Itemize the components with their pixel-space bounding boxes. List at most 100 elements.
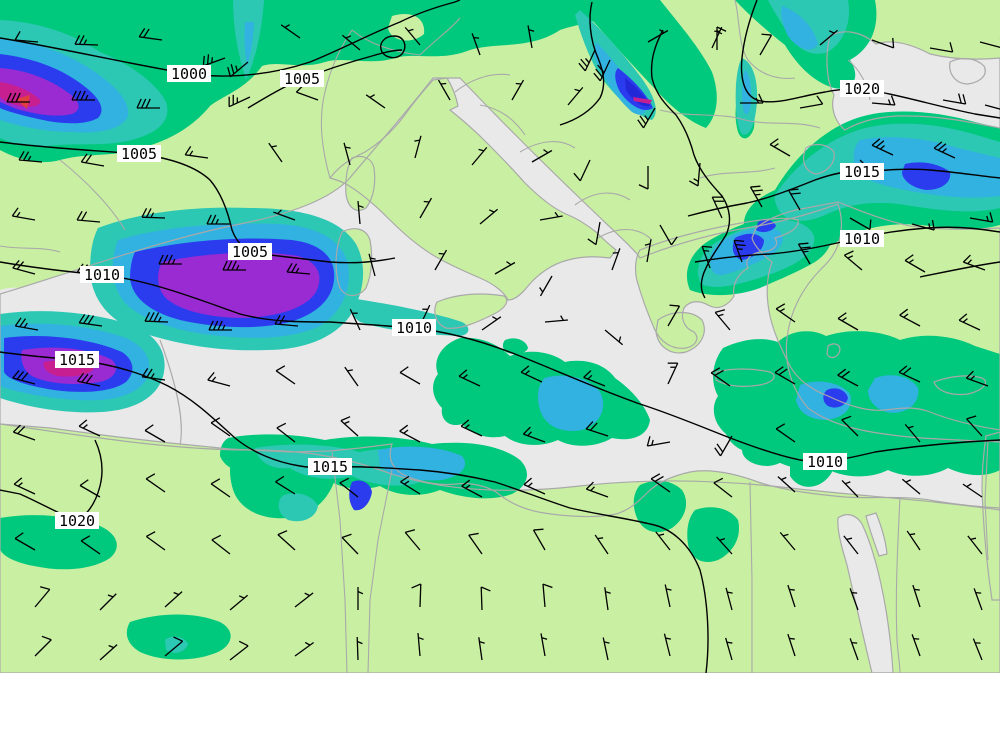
isobar-label: 1005 [232, 243, 268, 261]
wind-barb [280, 24, 301, 39]
isobar-line [0, 0, 461, 77]
wind-speed-region [244, 22, 254, 66]
wind-barb [843, 535, 859, 555]
wind-barb [604, 587, 611, 611]
calm-area [866, 513, 887, 556]
wind-barb [646, 436, 671, 447]
wind-barb [341, 533, 359, 555]
wind-barb [481, 316, 502, 331]
isobar-line [650, 29, 731, 299]
coastline [826, 343, 841, 359]
wind-barb [667, 362, 679, 385]
wind-barb [647, 29, 669, 43]
coastline [803, 143, 835, 175]
wind-barb [740, 93, 764, 104]
wind-barb [585, 481, 609, 498]
coastline [335, 228, 373, 297]
isobar-label-box [80, 266, 124, 283]
wind-barb [540, 633, 548, 657]
wind-barb [787, 188, 801, 211]
wind-barb [714, 435, 733, 457]
wind-barb [478, 637, 485, 661]
wind-speed-region [823, 388, 848, 408]
wind-barb [349, 308, 361, 331]
wind-barb [12, 369, 36, 385]
wind-speed-region [484, 377, 496, 387]
wind-barb [468, 532, 483, 555]
wind-barb [294, 641, 314, 657]
wind-barb [779, 531, 796, 551]
wind-barb [567, 86, 584, 106]
wind-barb [14, 31, 39, 43]
wind-barb [849, 217, 872, 231]
wind-barb [34, 635, 52, 657]
wind-barb [164, 591, 183, 608]
wind-barb [419, 197, 433, 219]
country-border [367, 469, 393, 673]
wind-barb [797, 242, 811, 265]
wind-barb [13, 477, 36, 495]
wind-barb [899, 308, 921, 327]
wind-barb [689, 162, 701, 187]
coastline [328, 77, 617, 301]
wind-speed-region [349, 298, 469, 336]
weather-map: 1000 1005 1005 1005 1010 1015 1010 1020 1015 1010… [0, 0, 1000, 673]
wind-barb [604, 329, 624, 346]
wind-barb [471, 146, 488, 166]
wind-barb [843, 250, 863, 271]
wind-barb [437, 79, 451, 101]
wind-barb [775, 303, 796, 323]
isobar-label: 1020 [844, 80, 880, 98]
wind-barb [774, 366, 796, 385]
wind-barb [979, 38, 1000, 49]
country-border [984, 439, 989, 561]
wind-speed-region [713, 331, 1000, 477]
wind-barb [141, 207, 166, 219]
wind-speed-region [958, 350, 988, 368]
isobar-label: 1020 [59, 512, 95, 530]
wind-barb [273, 209, 296, 221]
wind-barb [972, 638, 983, 661]
wind-barb [663, 633, 672, 657]
wind-barb [368, 253, 376, 277]
wind-barb [228, 94, 251, 108]
wind-barb [544, 315, 568, 323]
wind-barb [716, 536, 733, 555]
wind-barb [984, 104, 1000, 110]
wind-barb [71, 90, 95, 101]
country-border [895, 496, 901, 673]
wind-barb [434, 249, 448, 271]
wind-barb [593, 59, 611, 82]
wind-speed-region [868, 375, 919, 413]
wind-barb [78, 314, 103, 327]
isobar-label-box [167, 65, 211, 82]
wind-barb [871, 138, 894, 156]
wind-barb [138, 28, 163, 41]
wind-barb [638, 166, 649, 190]
wind-barb [480, 586, 491, 611]
wind-barb [144, 424, 166, 443]
wind-barb [12, 259, 36, 275]
wind-barb [222, 260, 246, 271]
wind-barb [933, 141, 956, 159]
wind-barb [901, 478, 921, 495]
wind-barb [461, 479, 483, 498]
wind-barb [274, 315, 299, 327]
wind-barb [511, 79, 525, 101]
wind-barb [14, 532, 36, 551]
wind-barb [837, 368, 859, 387]
country-border [479, 104, 526, 136]
country-border [734, 0, 796, 79]
wind-barb [343, 142, 351, 166]
wind-barb [340, 416, 359, 437]
coastline [715, 368, 775, 387]
wind-barb [733, 239, 746, 263]
wind-barb [227, 61, 249, 78]
coastline [345, 155, 376, 211]
wind-speed-region [278, 493, 318, 522]
isobar-label-box [55, 351, 99, 368]
wind-barb [759, 33, 773, 56]
coastline [933, 375, 987, 396]
wind-barb [871, 95, 896, 106]
wind-barb [966, 415, 983, 437]
